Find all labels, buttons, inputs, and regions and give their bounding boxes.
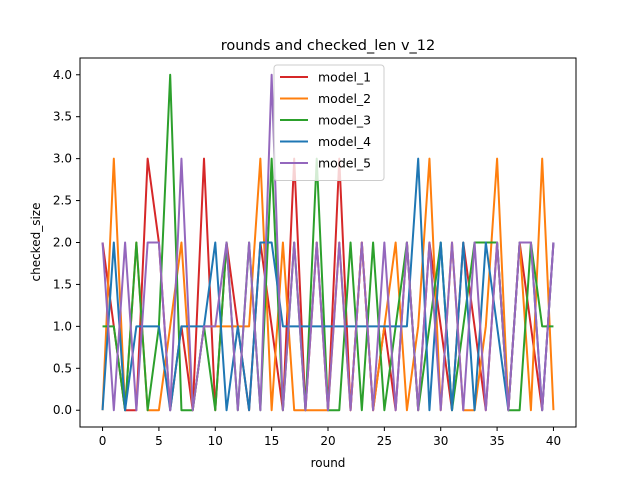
y-tick-label: 2.5: [53, 194, 72, 208]
legend-label-model_3: model_3: [318, 113, 371, 128]
y-tick-label: 0.0: [53, 403, 72, 417]
legend: model_1 model_2 model_3 model_4 model_5: [273, 64, 385, 181]
x-tick-label: 10: [208, 434, 223, 448]
legend-label-model_1: model_1: [318, 70, 371, 85]
legend-label-model_5: model_5: [318, 156, 371, 171]
legend-label-model_4: model_4: [318, 134, 371, 149]
series-line-model_4: [101, 157, 555, 412]
x-tick-label: 30: [433, 434, 448, 448]
x-tick-label: 15: [264, 434, 279, 448]
x-tick-label: 35: [489, 434, 504, 448]
axes-frame: [79, 57, 577, 428]
y-tick-label: 1.5: [53, 277, 72, 291]
y-axis-label: checked_size: [29, 203, 43, 282]
legend-label-model_2: model_2: [318, 91, 371, 106]
y-tick-label: 3.0: [53, 152, 72, 166]
x-tick-label: 25: [377, 434, 392, 448]
x-tick-label: 0: [99, 434, 107, 448]
y-tick-label: 1.0: [53, 319, 72, 333]
x-tick-label: 20: [320, 434, 335, 448]
legend-box: [273, 64, 385, 181]
x-tick-label: 5: [155, 434, 163, 448]
y-tick-label: 2.0: [53, 236, 72, 250]
y-tick-label: 4.0: [53, 68, 72, 82]
x-ticks: 0 5 10 15 20 25 30 35 40: [99, 427, 561, 448]
plot-area: [101, 73, 555, 412]
series-line-model_5: [101, 73, 555, 412]
y-ticks: 0.0 0.5 1.0 1.5 2.0 2.5 3.0 3.5 4.0: [53, 68, 80, 417]
x-axis-label: round: [311, 456, 346, 470]
chart-title: rounds and checked_len v_12: [221, 38, 436, 54]
y-tick-label: 3.5: [53, 110, 72, 124]
x-tick-label: 40: [546, 434, 561, 448]
y-tick-label: 0.5: [53, 361, 72, 375]
